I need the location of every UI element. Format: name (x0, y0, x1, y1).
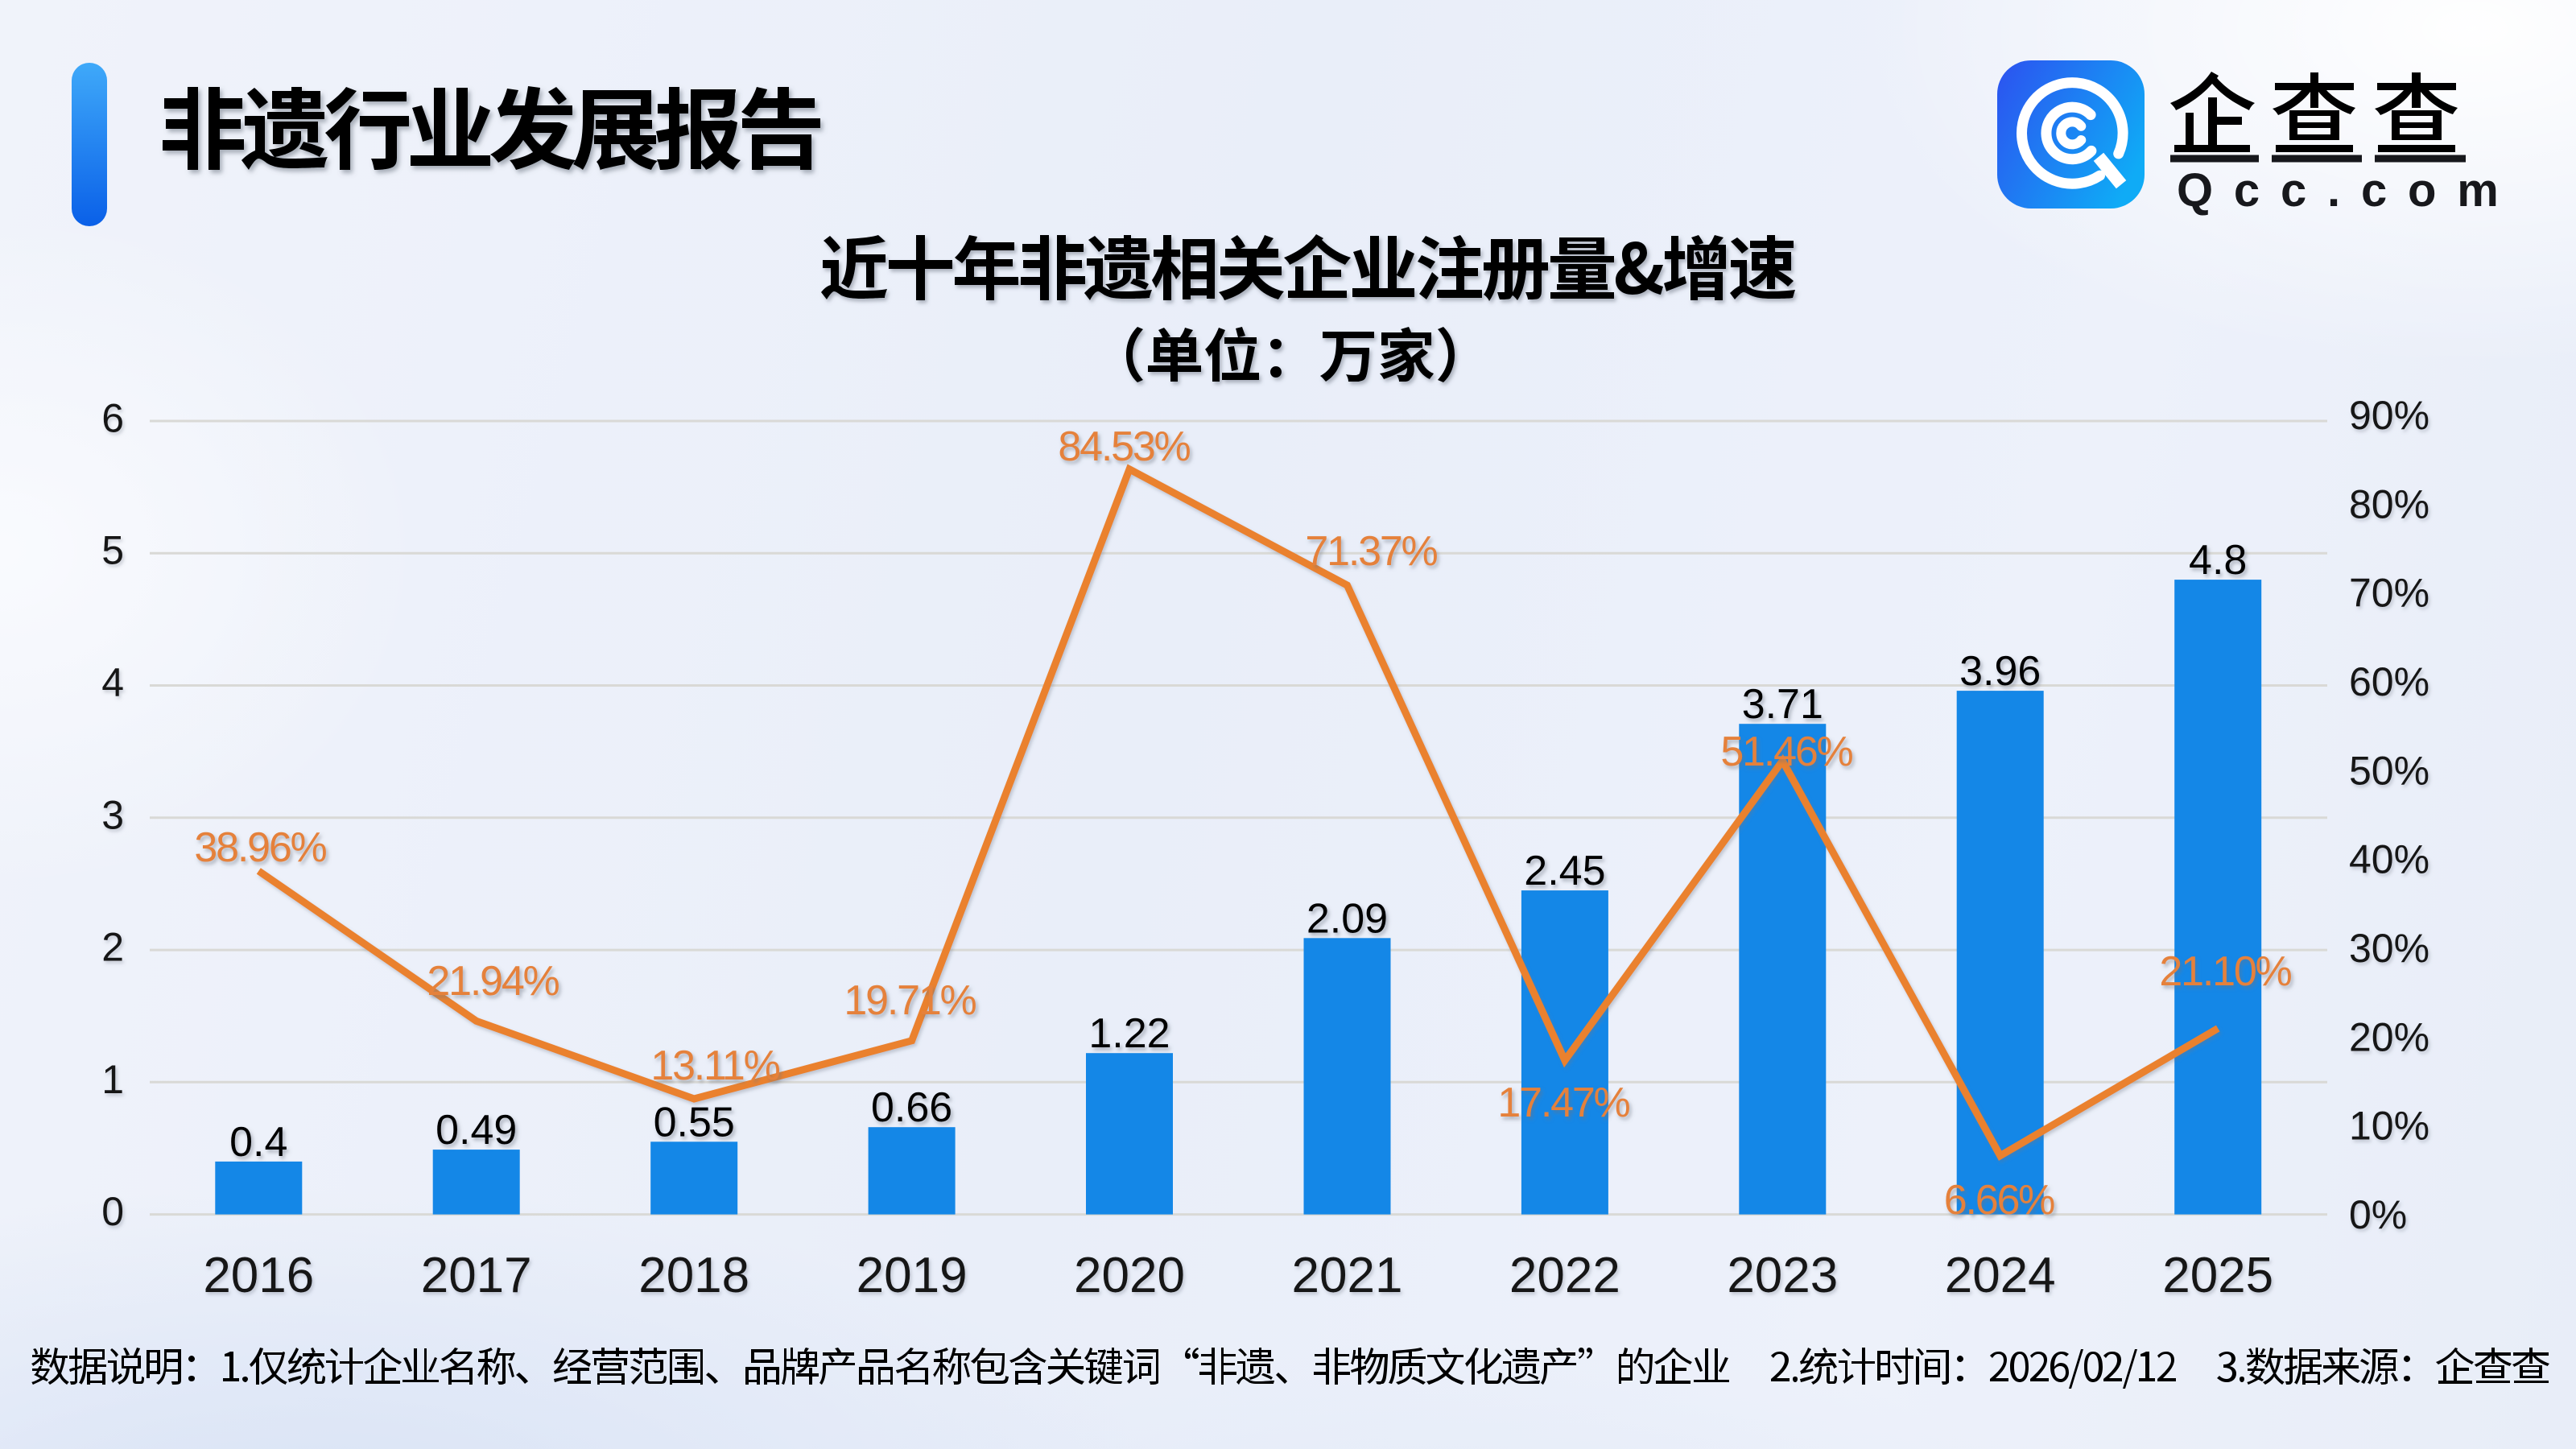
svg-text:80%: 80% (2349, 481, 2429, 526)
svg-text:1.22: 1.22 (1088, 1010, 1170, 1057)
svg-text:90%: 90% (2349, 393, 2429, 438)
svg-text:0.66: 0.66 (871, 1084, 952, 1131)
svg-text:3: 3 (101, 792, 124, 837)
svg-text:2018: 2018 (638, 1248, 749, 1303)
svg-text:19.71%: 19.71% (844, 977, 976, 1024)
svg-text:60%: 60% (2349, 659, 2429, 704)
svg-text:0.4: 0.4 (229, 1119, 287, 1166)
svg-text:3.71: 3.71 (1742, 681, 1823, 728)
svg-text:2025: 2025 (2162, 1248, 2273, 1303)
svg-text:2016: 2016 (203, 1248, 314, 1303)
svg-text:0.49: 0.49 (436, 1107, 517, 1154)
svg-text:2021: 2021 (1292, 1248, 1403, 1303)
svg-text:Qcc.com: Qcc.com (2177, 164, 2520, 217)
svg-text:40%: 40% (2349, 837, 2429, 882)
svg-text:0: 0 (101, 1189, 124, 1234)
svg-text:6: 6 (101, 396, 124, 441)
svg-text:20%: 20% (2349, 1014, 2429, 1059)
svg-text:2023: 2023 (1727, 1248, 1838, 1303)
svg-text:21.94%: 21.94% (427, 958, 559, 1005)
svg-text:70%: 70% (2349, 571, 2429, 616)
svg-text:2: 2 (101, 925, 124, 970)
svg-text:13.11%: 13.11% (650, 1042, 779, 1089)
svg-text:2019: 2019 (857, 1248, 968, 1303)
svg-text:4.8: 4.8 (2189, 537, 2247, 584)
svg-text:84.53%: 84.53% (1058, 423, 1190, 470)
svg-text:0.55: 0.55 (654, 1099, 735, 1146)
svg-text:3.96: 3.96 (1959, 648, 2041, 695)
svg-text:21.10%: 21.10% (2159, 948, 2291, 995)
svg-text:2.09: 2.09 (1307, 895, 1388, 942)
svg-text:4: 4 (101, 660, 124, 705)
svg-text:2.45: 2.45 (1524, 848, 1605, 894)
svg-text:0%: 0% (2349, 1192, 2407, 1237)
svg-text:2024: 2024 (1945, 1248, 2056, 1303)
svg-text:50%: 50% (2349, 748, 2429, 793)
svg-text:2017: 2017 (421, 1248, 532, 1303)
svg-text:6.66%: 6.66% (1944, 1177, 2054, 1224)
svg-text:38.96%: 38.96% (194, 824, 326, 871)
svg-text:51.46%: 51.46% (1720, 729, 1852, 775)
svg-text:2020: 2020 (1074, 1248, 1185, 1303)
svg-text:30%: 30% (2349, 926, 2429, 971)
svg-text:5: 5 (101, 528, 124, 573)
svg-text:2022: 2022 (1509, 1248, 1620, 1303)
svg-text:17.47%: 17.47% (1497, 1080, 1629, 1126)
svg-text:10%: 10% (2349, 1104, 2429, 1149)
svg-text:1: 1 (101, 1057, 124, 1102)
svg-text:71.37%: 71.37% (1305, 528, 1437, 575)
